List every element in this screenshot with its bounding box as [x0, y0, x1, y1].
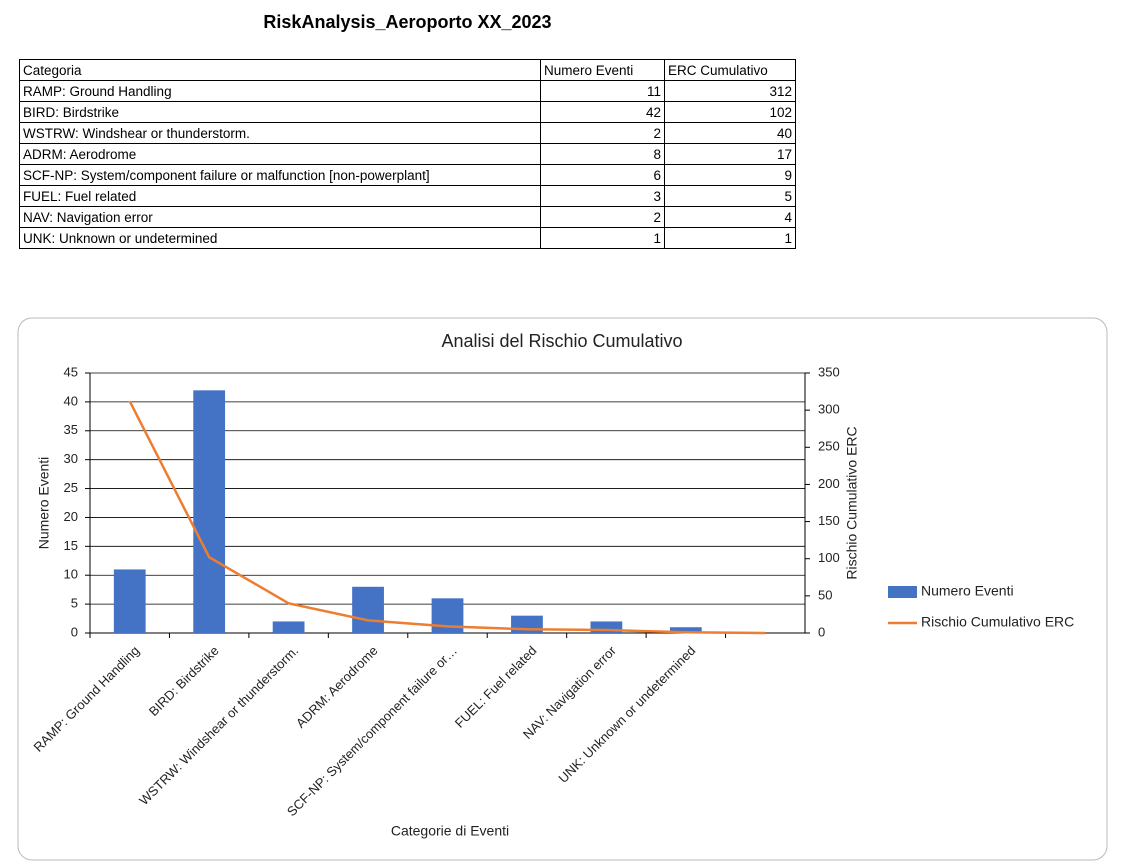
legend-label: Rischio Cumulativo ERC: [921, 614, 1074, 630]
y-axis-title: Numero Eventi: [36, 457, 52, 550]
line: [128, 400, 766, 635]
y2-axis-title: Rischio Cumulativo ERC: [844, 426, 860, 579]
table-row: Categoria Numero Eventi ERC Cumulativo: [19, 59, 796, 81]
y2-tick-label: 0: [818, 624, 825, 639]
y-tick-label: 25: [64, 480, 78, 495]
table-cell: 1: [664, 227, 796, 249]
y-tick-label: 0: [71, 624, 78, 639]
y-tick-label: 10: [64, 567, 78, 582]
y2-tick-label: 300: [818, 402, 840, 417]
bar: [352, 586, 384, 633]
table-cell: 312: [664, 80, 796, 102]
y-tick-label: 20: [64, 509, 78, 524]
y2-tick-label: 100: [818, 550, 840, 565]
chart-frame: [17, 317, 1108, 861]
y-tick-label: 15: [64, 538, 78, 553]
table-row: NAV: Navigation error 2 4: [19, 206, 796, 228]
bar: [590, 621, 623, 633]
table-row: WSTRW: Windshear or thunderstorm. 2 40: [19, 122, 796, 144]
table-cell: SCF-NP: System/component failure or malf…: [19, 164, 541, 186]
table-row: UNK: Unknown or undetermined 1 1: [19, 227, 796, 249]
y2-tick-label: 200: [818, 476, 840, 491]
y-tick-label: 35: [64, 422, 78, 437]
data-table: Categoria Numero Eventi ERC Cumulativo RAMP…: [19, 59, 796, 249]
table-cell: Numero Eventi: [540, 59, 665, 81]
y-tick-label: 30: [64, 451, 78, 466]
y-tick-label: 45: [64, 364, 78, 379]
x-axis-title: Categorie di Eventi: [391, 823, 509, 839]
legend-label: Numero Eventi: [921, 583, 1014, 599]
bar: [669, 627, 702, 633]
y2-tick-label: 250: [818, 439, 840, 454]
table-cell: ADRM: Aerodrome: [19, 143, 541, 165]
bar: [193, 390, 226, 633]
table-cell: UNK: Unknown or undetermined: [19, 227, 541, 249]
table-row: ADRM: Aerodrome 8 17: [19, 143, 796, 165]
y2-tick-label: 350: [818, 364, 840, 379]
bar: [113, 569, 146, 633]
bar: [272, 621, 305, 633]
y-tick-label: 5: [71, 596, 78, 611]
y2-tick-label: 150: [818, 513, 840, 528]
table-cell: NAV: Navigation error: [19, 206, 541, 228]
table-cell: ERC Cumulativo: [664, 59, 796, 81]
page-title: RiskAnalysis_Aeroporto XX_2023: [263, 12, 552, 32]
y-tick-label: 40: [64, 393, 78, 408]
chart-title: Analisi del Rischio Cumulativo: [441, 331, 682, 351]
legend-swatch: [888, 586, 917, 598]
table-row: FUEL: Fuel related 3 5: [19, 185, 796, 207]
y2-tick-label: 50: [818, 587, 832, 602]
table-cell: 42: [540, 101, 665, 123]
